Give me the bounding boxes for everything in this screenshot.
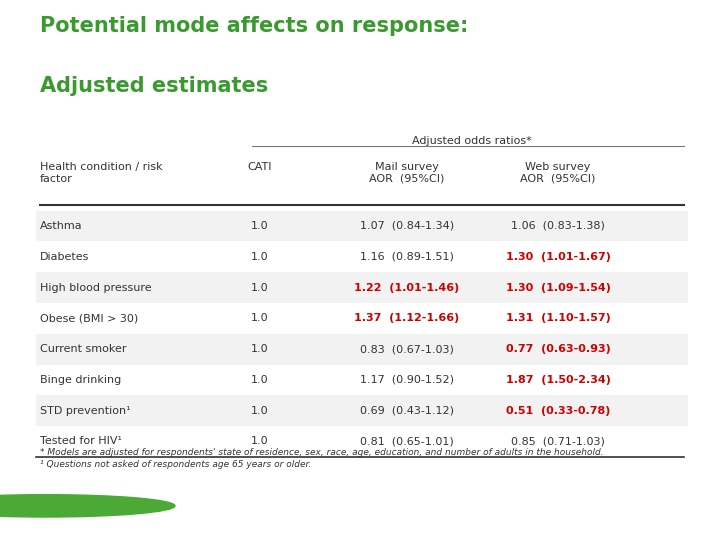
Text: 1.37  (1.12-1.66): 1.37 (1.12-1.66) <box>354 313 459 323</box>
Text: 0.83  (0.67-1.03): 0.83 (0.67-1.03) <box>360 344 454 354</box>
Text: Potential mode affects on response:: Potential mode affects on response: <box>40 16 468 36</box>
Text: 1.30  (1.01-1.67): 1.30 (1.01-1.67) <box>505 252 611 262</box>
Text: 0.85  (0.71-1.03): 0.85 (0.71-1.03) <box>511 436 605 447</box>
Text: 1.06  (0.83-1.38): 1.06 (0.83-1.38) <box>511 221 605 231</box>
Text: 1.0: 1.0 <box>251 344 268 354</box>
Text: 1.16  (0.89-1.51): 1.16 (0.89-1.51) <box>360 252 454 262</box>
Text: 0.51  (0.33-0.78): 0.51 (0.33-0.78) <box>506 406 610 416</box>
FancyBboxPatch shape <box>36 211 688 241</box>
Text: Asthma: Asthma <box>40 221 82 231</box>
Text: Web survey
AOR  (95%CI): Web survey AOR (95%CI) <box>521 162 595 184</box>
Text: * Models are adjusted for respondents' state of residence, sex, race, age, educa: * Models are adjusted for respondents' s… <box>40 448 603 457</box>
Text: STD prevention¹: STD prevention¹ <box>40 406 130 416</box>
Text: Diabetes: Diabetes <box>40 252 89 262</box>
Text: Mail survey
AOR  (95%CI): Mail survey AOR (95%CI) <box>369 162 444 184</box>
Text: Binge drinking: Binge drinking <box>40 375 121 385</box>
Circle shape <box>0 489 270 529</box>
Text: 1.30  (1.09-1.54): 1.30 (1.09-1.54) <box>505 282 611 293</box>
Text: 0.69  (0.43-1.12): 0.69 (0.43-1.12) <box>360 406 454 416</box>
FancyBboxPatch shape <box>36 395 688 426</box>
Text: Tested for HIV¹: Tested for HIV¹ <box>40 436 122 447</box>
Text: 1.87  (1.50-2.34): 1.87 (1.50-2.34) <box>505 375 611 385</box>
Text: Obese (BMI > 30): Obese (BMI > 30) <box>40 313 138 323</box>
Text: 1.0: 1.0 <box>251 375 268 385</box>
Text: 1.0: 1.0 <box>251 406 268 416</box>
Text: CATI: CATI <box>247 162 271 172</box>
Text: Current smoker: Current smoker <box>40 344 126 354</box>
Text: 1.0: 1.0 <box>251 313 268 323</box>
Text: 1.0: 1.0 <box>251 221 268 231</box>
FancyBboxPatch shape <box>36 426 688 457</box>
Text: 1.0: 1.0 <box>251 282 268 293</box>
FancyBboxPatch shape <box>36 241 688 272</box>
Text: Adjusted odds ratios*: Adjusted odds ratios* <box>412 136 531 146</box>
FancyBboxPatch shape <box>36 303 688 334</box>
Text: 1.0: 1.0 <box>251 252 268 262</box>
Circle shape <box>0 495 175 517</box>
Text: Adjusted estimates: Adjusted estimates <box>40 76 268 96</box>
Text: 0.81  (0.65-1.01): 0.81 (0.65-1.01) <box>360 436 454 447</box>
Text: 1.31  (1.10-1.57): 1.31 (1.10-1.57) <box>505 313 611 323</box>
FancyBboxPatch shape <box>36 272 688 303</box>
Text: 1.0: 1.0 <box>251 436 268 447</box>
Text: Health condition / risk
factor: Health condition / risk factor <box>40 162 162 184</box>
Text: High blood pressure: High blood pressure <box>40 282 151 293</box>
Text: 1.07  (0.84-1.34): 1.07 (0.84-1.34) <box>360 221 454 231</box>
Text: 1.22  (1.01-1.46): 1.22 (1.01-1.46) <box>354 282 459 293</box>
FancyBboxPatch shape <box>36 364 688 395</box>
Text: ¹ Questions not asked of respondents age 65 years or older.: ¹ Questions not asked of respondents age… <box>40 460 311 469</box>
Text: 1.17  (0.90-1.52): 1.17 (0.90-1.52) <box>360 375 454 385</box>
FancyBboxPatch shape <box>36 334 688 364</box>
Text: IHME: IHME <box>83 507 127 522</box>
Text: 0.77  (0.63-0.93): 0.77 (0.63-0.93) <box>505 344 611 354</box>
